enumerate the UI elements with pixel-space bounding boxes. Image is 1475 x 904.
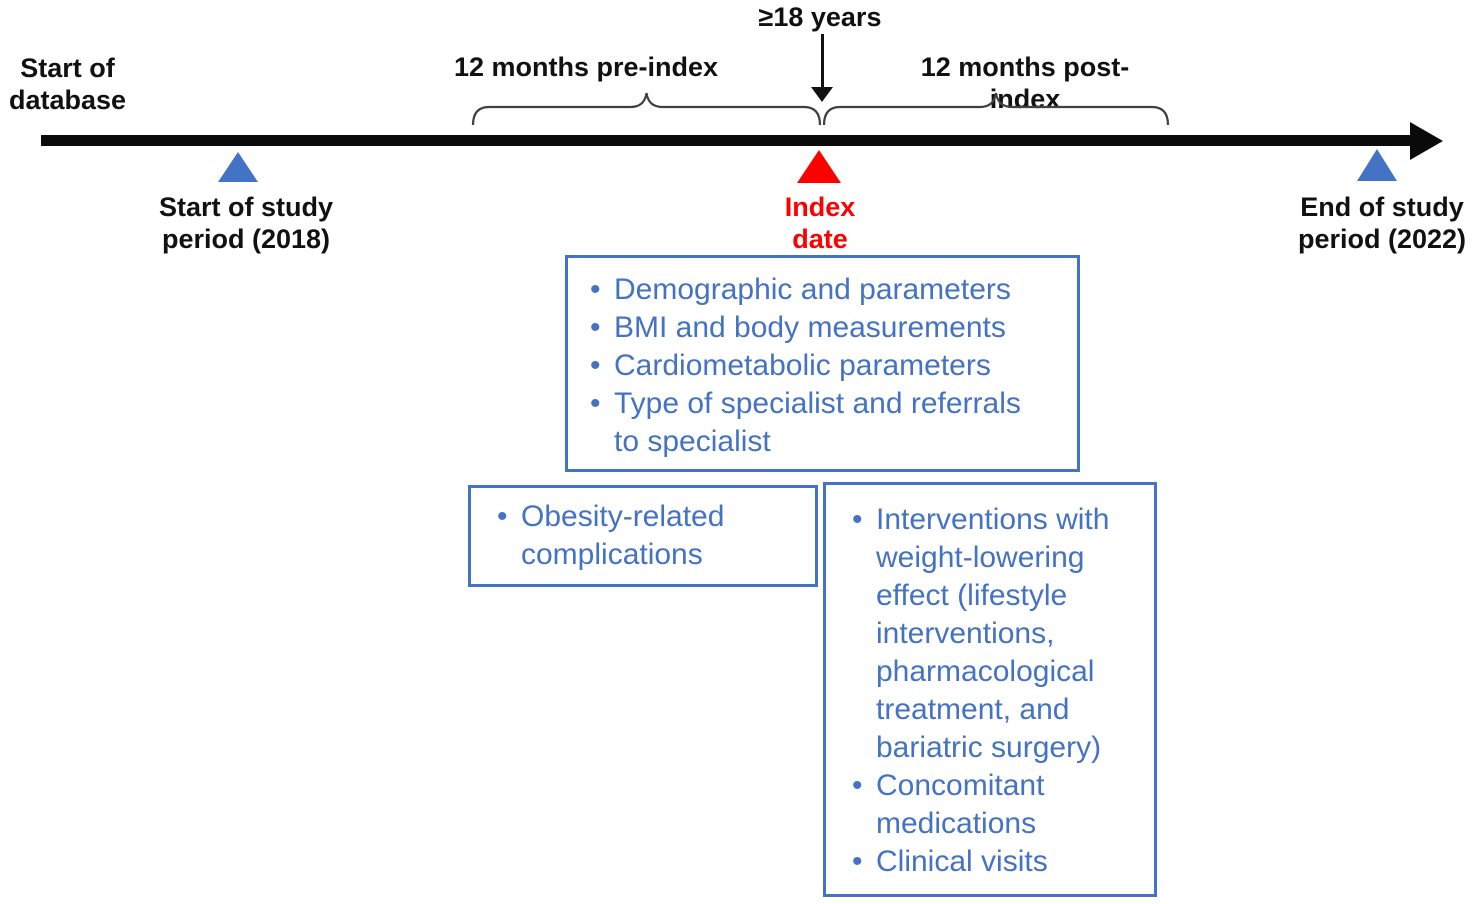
- start-of-study-line1: Start of study: [158, 192, 333, 222]
- list-item: Type of specialist and referrals to spec…: [584, 385, 1051, 461]
- pre-index-brace-icon: [471, 92, 822, 126]
- end-of-study-line2: period (2022): [1297, 224, 1467, 254]
- post-index-assessments-list: Interventions with weight-lowering effec…: [846, 501, 1148, 881]
- index-date-label: Index date: [720, 191, 920, 255]
- end-of-study-label: End of study period (2022): [1252, 191, 1475, 255]
- index-date-arrow-line: [821, 34, 824, 89]
- start-of-study-line2: period (2018): [161, 224, 331, 254]
- timeline-bar: [41, 135, 1413, 146]
- list-item: Clinical visits: [846, 843, 1148, 881]
- index-date-marker-icon: [797, 150, 841, 183]
- pre-index-assessments-list: Obesity-related complications: [491, 498, 807, 574]
- post-index-brace-icon: [822, 92, 1170, 126]
- end-of-study-marker-icon: [1357, 149, 1397, 181]
- post-index-assessments-box: Interventions with weight-lowering effec…: [823, 482, 1157, 897]
- post-index-period-label: 12 months post-index: [920, 52, 1130, 114]
- start-of-study-label: Start of study period (2018): [116, 191, 376, 255]
- age-criterion-label: ≥18 years: [758, 2, 882, 32]
- list-item: BMI and body measurements: [584, 309, 1051, 347]
- start-of-database-line1: Start of: [20, 53, 115, 83]
- down-arrow-icon: [811, 87, 833, 102]
- list-item: Cardiometabolic parameters: [584, 347, 1051, 385]
- list-item: Concomitant medications: [846, 767, 1148, 843]
- index-date-line2: date: [792, 224, 848, 254]
- start-of-study-marker-icon: [218, 152, 258, 182]
- list-item: Interventions with weight-lowering effec…: [846, 501, 1148, 767]
- list-item: Demographic and parameters: [584, 271, 1051, 309]
- index-assessments-list: Demographic and parameters BMI and body …: [584, 271, 1051, 461]
- index-date-line1: Index: [784, 192, 856, 222]
- timeline-arrowhead-icon: [1410, 122, 1443, 160]
- list-item: Obesity-related complications: [491, 498, 807, 574]
- end-of-study-line1: End of study: [1300, 192, 1464, 222]
- start-of-database-line2: database: [8, 85, 127, 115]
- period-braces: [471, 92, 1170, 126]
- pre-index-assessments-box: Obesity-related complications: [468, 485, 818, 587]
- index-assessments-box: Demographic and parameters BMI and body …: [565, 255, 1080, 472]
- start-of-database-label: Start of database: [0, 52, 135, 116]
- pre-index-period-label: 12 months pre-index: [453, 52, 719, 82]
